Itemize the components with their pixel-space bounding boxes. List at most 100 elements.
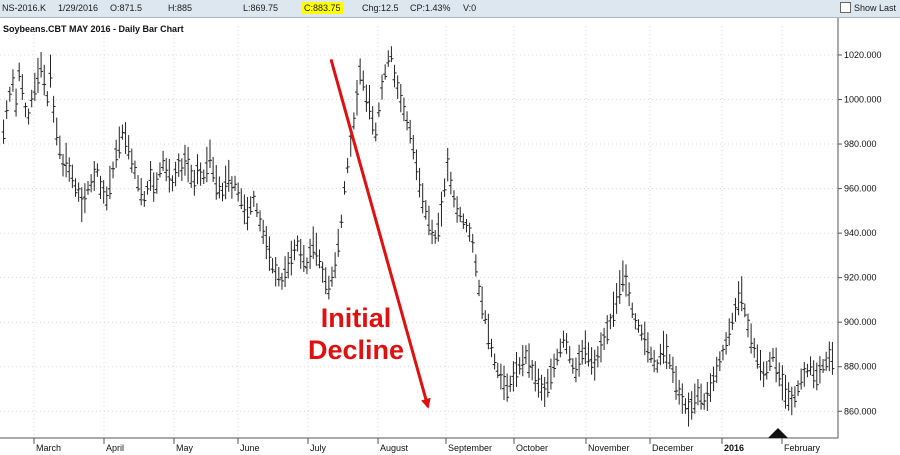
price-bar <box>552 353 557 378</box>
price-bar <box>708 373 713 402</box>
price-bar <box>742 303 747 318</box>
month-label: September <box>448 443 492 453</box>
price-bar <box>117 126 122 159</box>
price-bar <box>608 313 613 330</box>
y-tick-label: 960.000 <box>844 184 877 194</box>
annotation-line-2: Decline <box>307 335 405 365</box>
price-bar <box>489 338 494 358</box>
price-bar <box>583 330 588 365</box>
price-bar <box>617 270 622 305</box>
price-bar <box>736 281 741 316</box>
price-bar <box>714 356 719 383</box>
price-bar <box>95 163 100 177</box>
y-tick-label: 880.000 <box>844 362 877 372</box>
price-bar <box>45 91 50 107</box>
price-bar <box>76 182 81 202</box>
price-bar <box>467 222 472 242</box>
price-bar <box>455 196 460 223</box>
price-bar <box>817 356 822 384</box>
price-bar <box>342 181 347 195</box>
date-label: 1/29/2016 <box>58 3 99 13</box>
price-bar <box>414 149 419 181</box>
price-bar <box>789 386 794 416</box>
price-bar <box>792 386 797 408</box>
price-bar <box>311 226 316 259</box>
month-label: June <box>240 443 260 453</box>
price-bar <box>614 282 619 314</box>
price-bar <box>136 175 141 192</box>
price-bar <box>126 135 131 160</box>
price-bar <box>545 368 550 398</box>
price-bar <box>279 272 284 290</box>
price-bar <box>498 363 503 390</box>
price-bar <box>799 368 804 390</box>
price-bar <box>192 169 197 196</box>
price-bar <box>82 183 87 214</box>
grid-lines <box>0 26 838 438</box>
price-bar <box>380 74 385 100</box>
price-bar <box>242 194 247 225</box>
price-bar <box>104 186 109 211</box>
price-bar <box>567 346 572 364</box>
price-bar <box>451 190 456 208</box>
price-bar <box>276 266 281 287</box>
symbol-label: NS-2016.K <box>2 3 47 13</box>
price-bar <box>539 374 544 401</box>
price-bar <box>211 156 216 183</box>
price-bar <box>492 353 497 370</box>
price-bar <box>630 302 635 319</box>
price-bar <box>783 374 788 409</box>
price-bar <box>164 158 169 182</box>
price-bar <box>811 360 816 389</box>
show-last-toggle[interactable]: Show Last <box>839 2 896 13</box>
price-bar <box>364 84 369 112</box>
price-bar <box>370 106 375 135</box>
price-bar <box>520 345 525 377</box>
decline-arrow-line <box>329 59 431 409</box>
price-bar <box>724 332 729 355</box>
price-bar <box>636 319 641 333</box>
price-bar <box>92 161 97 191</box>
price-bar <box>261 219 266 245</box>
price-bar <box>264 226 269 260</box>
price-bar <box>536 368 541 398</box>
price-bar <box>345 157 350 174</box>
price-bar <box>720 344 725 361</box>
price-bar <box>695 379 700 406</box>
price-bar <box>511 361 516 392</box>
price-bar <box>564 332 569 354</box>
price-bar <box>129 148 134 173</box>
price-chart: 860.000 880.000 900.000 920.000 940.000 960.0… <box>0 18 882 453</box>
change-pct-value: CP:1.43% <box>410 3 451 13</box>
price-bar <box>674 365 679 400</box>
price-bar <box>308 238 313 269</box>
price-bar <box>777 362 782 387</box>
price-bar <box>758 349 763 381</box>
price-bar <box>14 88 19 117</box>
show-last-checkbox[interactable] <box>839 2 851 13</box>
price-bar <box>39 52 44 78</box>
price-bar <box>361 70 366 91</box>
price-bar <box>824 351 829 371</box>
price-bar <box>86 180 91 195</box>
open-value: O:871.5 <box>110 3 143 13</box>
close-value: C:883.75 <box>302 2 343 14</box>
x-axis: March April May June July August September Octo… <box>0 428 838 453</box>
price-bar <box>248 196 253 215</box>
price-bar <box>461 213 466 229</box>
price-bar <box>333 252 338 279</box>
price-bar <box>661 330 666 364</box>
price-bar <box>411 135 416 160</box>
low-value: L:869.75 <box>243 3 279 13</box>
price-bar <box>54 117 59 146</box>
price-bar <box>749 323 754 354</box>
chart-title: Soybeans.CBT MAY 2016 - Daily Bar Chart <box>3 24 184 34</box>
price-bar <box>186 146 191 183</box>
price-bar <box>236 182 241 202</box>
price-bar <box>26 108 31 125</box>
y-tick-label: 920.000 <box>844 273 877 283</box>
price-bar <box>398 83 403 113</box>
price-bar <box>167 158 172 193</box>
price-bar <box>182 144 187 176</box>
price-bar <box>533 361 538 392</box>
